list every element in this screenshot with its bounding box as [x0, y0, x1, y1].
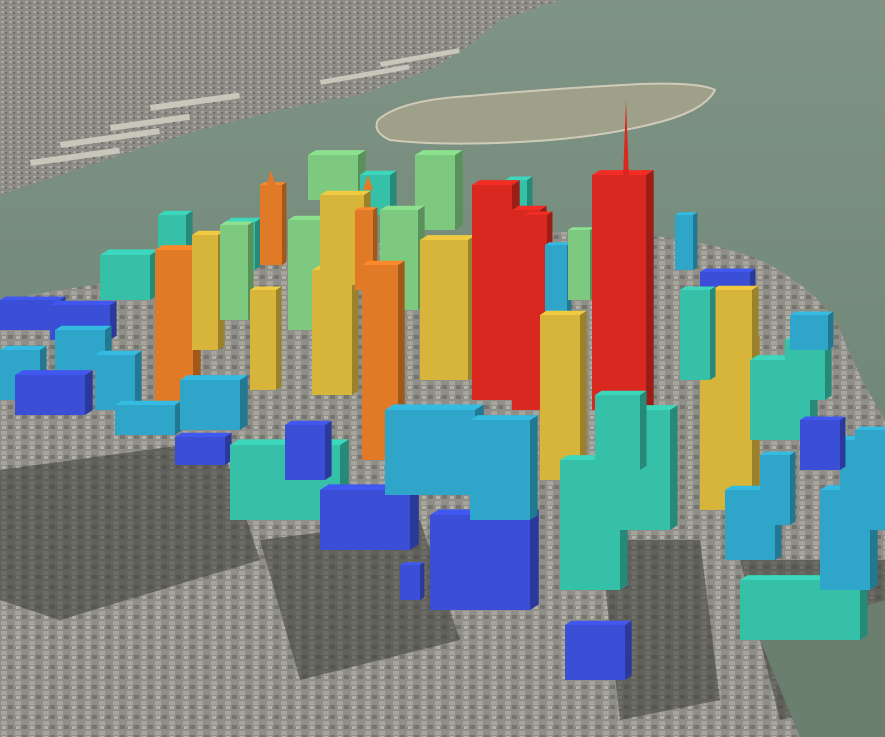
- building[interactable]: [180, 375, 248, 430]
- building[interactable]: [712, 285, 759, 400]
- building[interactable]: [260, 182, 287, 265]
- building-spire: [318, 292, 330, 320]
- building[interactable]: [192, 230, 225, 350]
- building[interactable]: [400, 562, 425, 600]
- building[interactable]: [800, 416, 846, 471]
- building-spire: [265, 170, 277, 190]
- building[interactable]: [285, 420, 332, 480]
- building[interactable]: [540, 310, 587, 480]
- building[interactable]: [100, 249, 159, 300]
- building[interactable]: [790, 311, 834, 351]
- building[interactable]: [115, 400, 182, 435]
- building[interactable]: [855, 426, 885, 481]
- building-spire: [623, 100, 629, 180]
- building[interactable]: [250, 286, 282, 391]
- building[interactable]: [565, 620, 632, 680]
- building[interactable]: [312, 265, 359, 395]
- building[interactable]: [220, 221, 254, 321]
- building[interactable]: [470, 415, 538, 520]
- building[interactable]: [175, 432, 232, 465]
- building[interactable]: [568, 227, 595, 300]
- piers: [30, 48, 460, 166]
- building[interactable]: [675, 212, 698, 270]
- building[interactable]: [760, 451, 796, 526]
- island: [375, 82, 717, 145]
- building[interactable]: [680, 286, 716, 381]
- building[interactable]: [430, 509, 539, 610]
- building[interactable]: [592, 170, 654, 410]
- far-shore-land: [0, 0, 560, 195]
- building[interactable]: [158, 210, 193, 250]
- building[interactable]: [385, 404, 484, 495]
- building[interactable]: [420, 235, 476, 380]
- building[interactable]: [595, 390, 647, 470]
- building-spire: [363, 175, 373, 190]
- buildings-layer: [0, 100, 885, 680]
- building[interactable]: [15, 370, 93, 415]
